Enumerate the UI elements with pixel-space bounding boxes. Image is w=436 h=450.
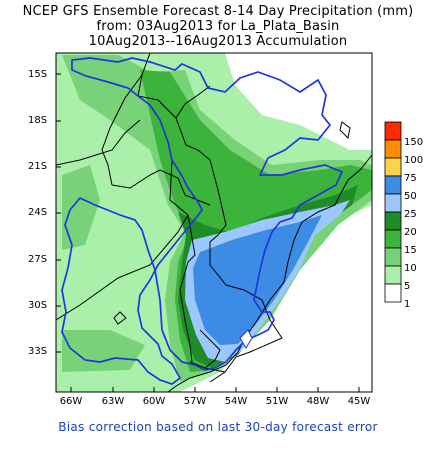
x-tick-label: 60W	[142, 396, 166, 407]
legend-color-box	[384, 211, 402, 231]
legend-label: 1	[404, 299, 411, 310]
legend-label: 75	[404, 173, 417, 184]
legend-label: 15	[404, 245, 417, 256]
y-tick-label: 15S	[28, 69, 48, 80]
legend-label: 100	[404, 155, 424, 166]
map-area	[56, 53, 372, 392]
x-tick-label: 45W	[347, 396, 371, 407]
legend-color-box	[384, 121, 402, 141]
lagoon	[239, 329, 253, 349]
coastline	[167, 154, 372, 392]
y-tick-label: 21S	[28, 161, 48, 172]
precip-5mm-patch-south	[62, 330, 145, 372]
basin-boundary	[61, 57, 344, 385]
map-title-line3: 10Aug2013--16Aug2013 Accumulation	[88, 34, 348, 49]
y-tick-label: 30S	[28, 300, 48, 311]
legend-label: 20	[404, 227, 417, 238]
legend-label: 5	[404, 281, 411, 292]
x-tick-label: 54W	[224, 396, 248, 407]
legend-color-box	[384, 157, 402, 177]
legend-color-box	[384, 247, 402, 267]
legend-label: 50	[404, 191, 417, 202]
map-title-line2: from: 03Aug2013 for La_Plata_Basin	[96, 19, 340, 34]
y-tick-label: 27S	[28, 254, 48, 265]
map-frame	[55, 52, 373, 393]
legend-color-box	[384, 193, 402, 213]
y-tick-label: 18S	[28, 115, 48, 126]
legend-label: 25	[404, 209, 417, 220]
legend-color-box	[384, 139, 402, 159]
x-tick-label: 48W	[306, 396, 330, 407]
legend-color-box	[384, 283, 402, 303]
legend-label: 10	[404, 263, 417, 274]
precip-5mm-patch-west	[62, 165, 100, 250]
country-borders	[56, 53, 351, 383]
axis-ticks	[56, 73, 360, 392]
bias-correction-note: Bias correction based on last 30-day for…	[58, 420, 378, 434]
y-tick-label: 33S	[28, 346, 48, 357]
legend-color-box	[384, 175, 402, 195]
x-tick-label: 51W	[265, 396, 289, 407]
y-tick-label: 24S	[28, 207, 48, 218]
x-tick-label: 57W	[183, 396, 207, 407]
legend-color-box	[384, 229, 402, 249]
x-tick-label: 63W	[101, 396, 125, 407]
x-tick-label: 66W	[59, 396, 83, 407]
color-legend	[384, 121, 402, 303]
map-title-line1: NCEP GFS Ensemble Forecast 8-14 Day Prec…	[22, 4, 414, 19]
legend-label: 150	[404, 137, 424, 148]
legend-color-box	[384, 265, 402, 285]
